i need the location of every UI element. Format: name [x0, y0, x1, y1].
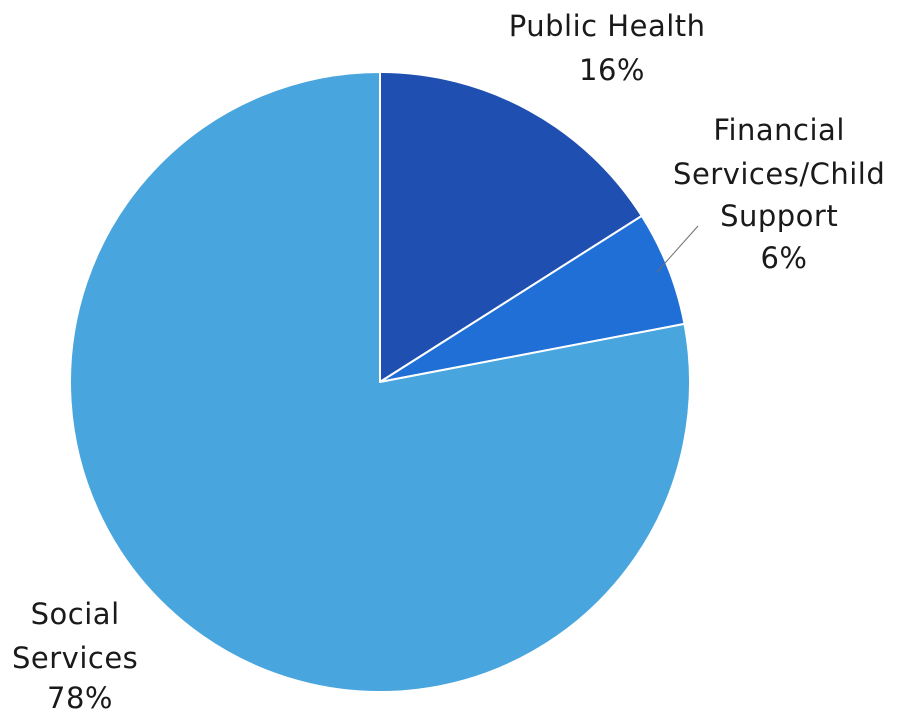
slice-label-social-services: Social Services 78% — [12, 597, 148, 712]
slice-label-financial-services-line3: Support — [720, 199, 838, 233]
slice-label-social-services-line1: Social — [31, 597, 120, 631]
leader-line-financial-services — [656, 225, 699, 273]
slice-label-financial-services-percent: 6% — [760, 241, 807, 275]
slice-label-public-health: Public Health 16% — [509, 9, 716, 87]
slice-label-financial-services: Financial Services/Child Support 6% — [673, 113, 895, 275]
pie-slices — [69, 71, 692, 693]
slice-label-financial-services-line2: Services/Child — [673, 157, 885, 191]
slice-label-social-services-percent: 78% — [47, 681, 113, 712]
leader-lines — [656, 225, 699, 273]
pie-slice-public-health — [379, 71, 643, 383]
slice-label-public-health-name: Public Health — [509, 9, 706, 43]
slice-label-public-health-percent: 16% — [579, 53, 645, 87]
slice-label-financial-services-line1: Financial — [713, 113, 845, 147]
slice-label-social-services-line2: Services — [12, 641, 138, 675]
pie-slice-social-services — [69, 71, 692, 693]
